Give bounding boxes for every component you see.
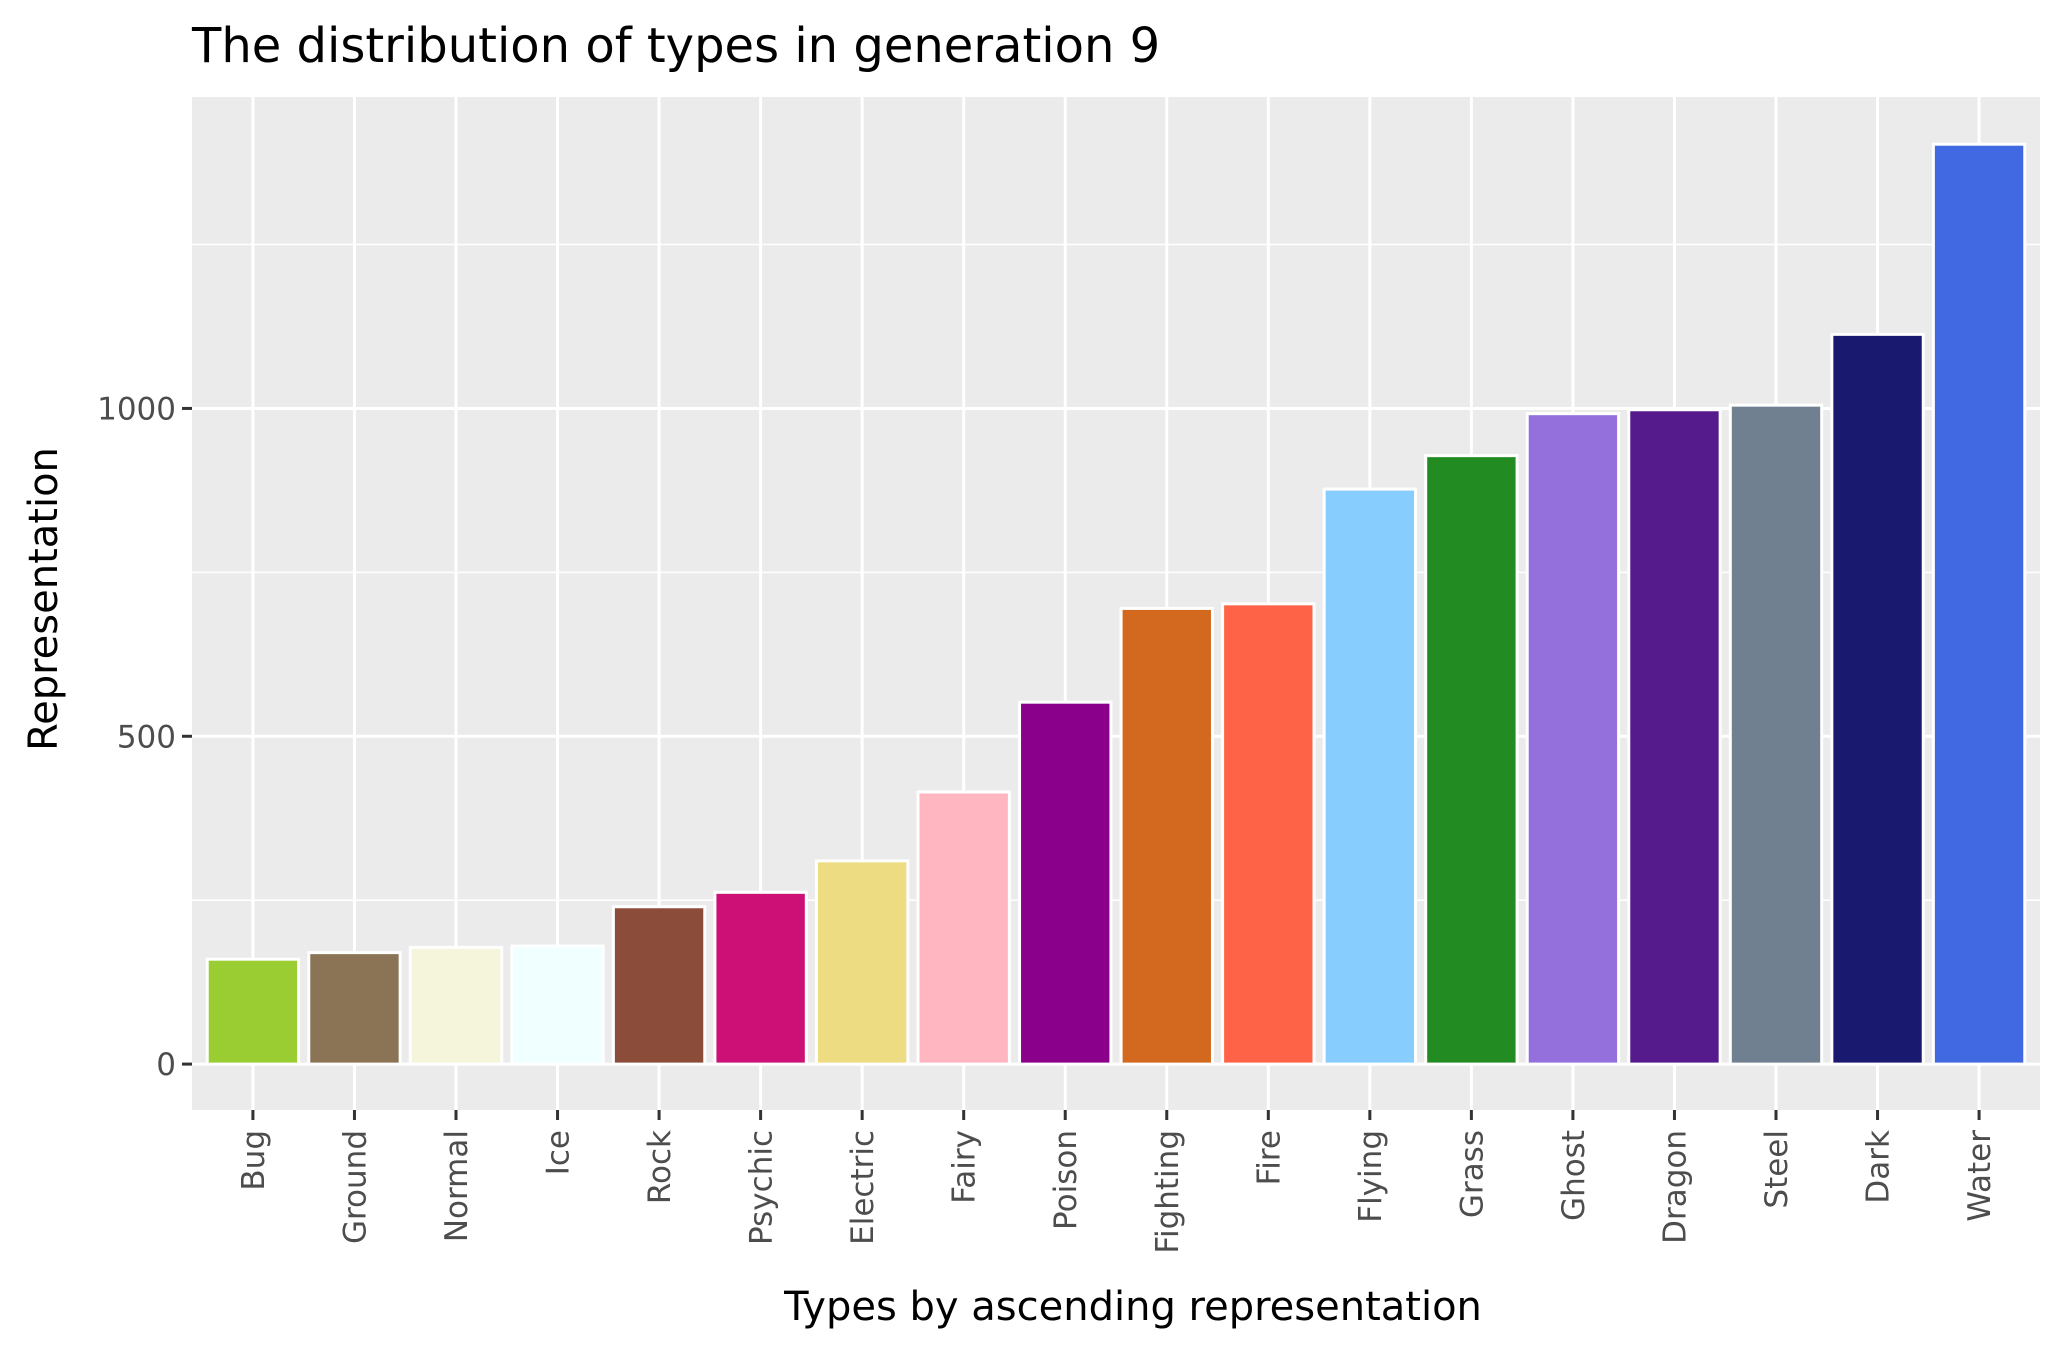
x-tick-label-poison: Poison: [1048, 1130, 1084, 1230]
x-tick-label-electric: Electric: [845, 1130, 881, 1245]
bar-electric: [814, 859, 910, 1066]
x-tick-label-ghost: Ghost: [1556, 1130, 1592, 1221]
x-tick-label-psychic: Psychic: [744, 1130, 780, 1245]
x-tick-label-rock: Rock: [642, 1130, 678, 1204]
bar-dragon: [1627, 408, 1722, 1066]
x-tick-label-bug: Bug: [236, 1130, 272, 1191]
x-tick-label-fire: Fire: [1251, 1130, 1287, 1185]
x-tick-label-water: Water: [1962, 1130, 1998, 1222]
bars: [205, 142, 2027, 1066]
bar-fairy: [916, 790, 1011, 1066]
bar-fighting: [1119, 606, 1214, 1066]
bar-bug: [205, 957, 301, 1066]
bar-normal: [408, 945, 504, 1066]
x-tick-label-ground: Ground: [337, 1130, 373, 1244]
x-tick-label-ice: Ice: [541, 1130, 577, 1175]
x-tick-label-flying: Flying: [1353, 1130, 1389, 1223]
bar-ground: [307, 951, 402, 1066]
bar-water: [1931, 142, 2027, 1066]
bar-ice: [510, 944, 605, 1066]
bar-flying: [1322, 487, 1418, 1066]
bar-steel: [1728, 403, 1824, 1066]
x-axis-title: Types by ascending representation: [783, 1284, 1482, 1330]
y-tick-label: 1000: [97, 391, 176, 427]
x-tick-label-steel: Steel: [1759, 1130, 1795, 1209]
bar-ghost: [1525, 412, 1621, 1066]
x-axis: Bug Ground Normal Ice Rock Psychic Electric Fai…: [236, 1110, 1998, 1254]
x-tick-label-dragon: Dragon: [1657, 1130, 1693, 1244]
bar-rock: [611, 905, 707, 1066]
x-tick-label-fighting: Fighting: [1150, 1130, 1186, 1254]
bar-dark: [1830, 332, 1925, 1066]
bar-grass: [1424, 454, 1519, 1066]
y-tick-label: 500: [117, 719, 176, 755]
chart-title: The distribution of types in generation …: [191, 18, 1160, 74]
bar-psychic: [713, 890, 808, 1066]
x-tick-label-grass: Grass: [1454, 1130, 1490, 1218]
bar-fire: [1221, 602, 1316, 1066]
y-tick-label: 0: [156, 1047, 176, 1083]
y-axis: 0 500 1000: [97, 391, 192, 1083]
x-tick-label-fairy: Fairy: [947, 1130, 983, 1204]
bar-poison: [1018, 700, 1113, 1066]
y-axis-title: Representation: [21, 447, 67, 751]
x-tick-label-dark: Dark: [1861, 1130, 1897, 1204]
x-tick-label-normal: Normal: [439, 1130, 475, 1242]
